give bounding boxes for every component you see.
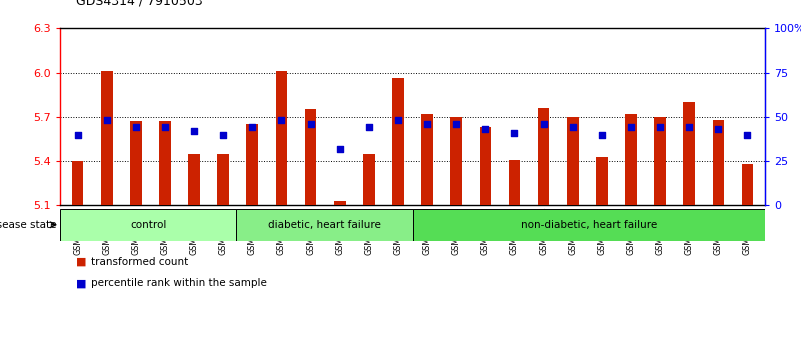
- Point: [392, 118, 405, 123]
- Bar: [363, 154, 375, 205]
- Point: [362, 125, 375, 130]
- Text: non-diabetic, heart failure: non-diabetic, heart failure: [521, 220, 657, 230]
- Point: [187, 128, 200, 134]
- Bar: [625, 114, 637, 205]
- Bar: [742, 164, 753, 205]
- Point: [537, 121, 550, 127]
- Point: [130, 125, 143, 130]
- Bar: [596, 156, 608, 205]
- Bar: [276, 71, 288, 205]
- Text: GDS4314 / 7910503: GDS4314 / 7910503: [76, 0, 203, 7]
- Point: [217, 132, 230, 137]
- Bar: [247, 124, 258, 205]
- Bar: [509, 160, 521, 205]
- Bar: [217, 154, 229, 205]
- Bar: [713, 120, 724, 205]
- Point: [479, 126, 492, 132]
- Bar: [159, 121, 171, 205]
- Point: [333, 146, 346, 152]
- Bar: [60, 209, 236, 241]
- Bar: [567, 117, 578, 205]
- Point: [71, 132, 84, 137]
- Text: control: control: [130, 220, 167, 230]
- Point: [712, 126, 725, 132]
- Bar: [334, 201, 345, 205]
- Point: [508, 130, 521, 136]
- Bar: [421, 114, 433, 205]
- Point: [566, 125, 579, 130]
- Text: ■: ■: [76, 278, 87, 288]
- Bar: [188, 154, 200, 205]
- Bar: [654, 117, 666, 205]
- Text: transformed count: transformed count: [91, 257, 187, 267]
- Point: [275, 118, 288, 123]
- Point: [741, 132, 754, 137]
- Bar: [236, 209, 413, 241]
- Point: [159, 125, 171, 130]
- Text: ■: ■: [76, 257, 87, 267]
- Bar: [683, 102, 695, 205]
- Bar: [130, 121, 142, 205]
- Text: percentile rank within the sample: percentile rank within the sample: [91, 278, 267, 288]
- Point: [246, 125, 259, 130]
- Bar: [72, 161, 83, 205]
- Bar: [392, 79, 404, 205]
- Point: [625, 125, 638, 130]
- Bar: [101, 71, 112, 205]
- Text: disease state: disease state: [0, 220, 56, 230]
- Point: [450, 121, 463, 127]
- Point: [421, 121, 433, 127]
- Point: [654, 125, 666, 130]
- Point: [100, 118, 113, 123]
- Bar: [413, 209, 765, 241]
- Point: [304, 121, 317, 127]
- Point: [595, 132, 608, 137]
- Bar: [450, 117, 462, 205]
- Bar: [304, 109, 316, 205]
- Bar: [480, 127, 491, 205]
- Point: [682, 125, 695, 130]
- Bar: [537, 108, 549, 205]
- Text: diabetic, heart failure: diabetic, heart failure: [268, 220, 380, 230]
